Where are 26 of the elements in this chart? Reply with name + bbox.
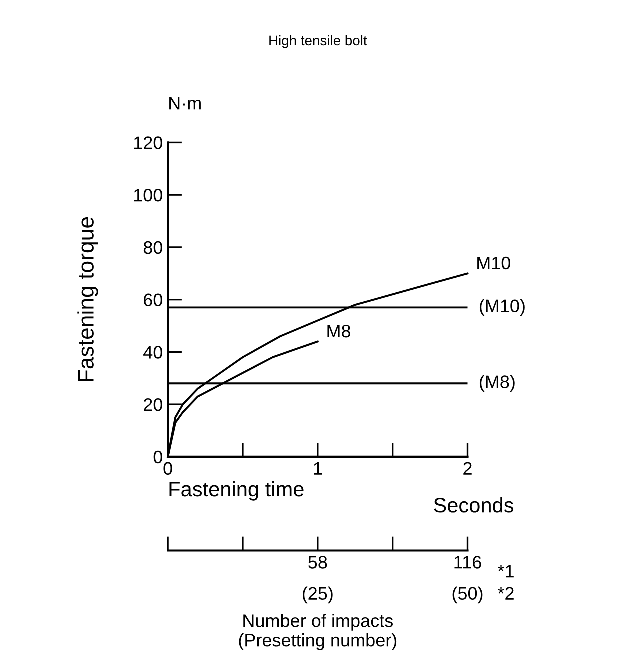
text: Seconds (434, 498, 514, 513)
y-axis-title: Fastening torque (78, 217, 98, 382)
y-tick-label: 0 (154, 450, 162, 464)
y-tick-label: 100 (134, 189, 162, 202)
text: (25) (302, 586, 333, 604)
x2-axis-title: Number of impacts (Presetting number) (239, 614, 397, 650)
ref-line-label: (M10) (480, 299, 525, 316)
text: *1 (498, 565, 514, 578)
x-tick-label: 0 (164, 462, 172, 476)
y-tick-label: 60 (144, 294, 162, 307)
ref-line-label: (M8) (480, 375, 515, 392)
text: *2 (498, 587, 514, 600)
x-tick-label: 2 (464, 462, 472, 475)
chart-title: High tensile bolt (270, 35, 368, 48)
y-tick-label: 80 (144, 241, 162, 254)
x-axis-title: Fastening time (170, 481, 304, 501)
y-tick-label: 20 (144, 398, 162, 412)
text: (50) (452, 586, 483, 604)
text: N·m (170, 97, 201, 110)
y-tick-label: 120 (134, 136, 162, 150)
series-label: M8 (328, 324, 351, 338)
x2-tick-label: 116 (454, 556, 482, 569)
series-label: M10 (478, 256, 510, 270)
x-tick-label: 1 (314, 462, 322, 475)
x2-tick-label: 58 (308, 556, 328, 569)
y-tick-label: 40 (144, 346, 162, 359)
